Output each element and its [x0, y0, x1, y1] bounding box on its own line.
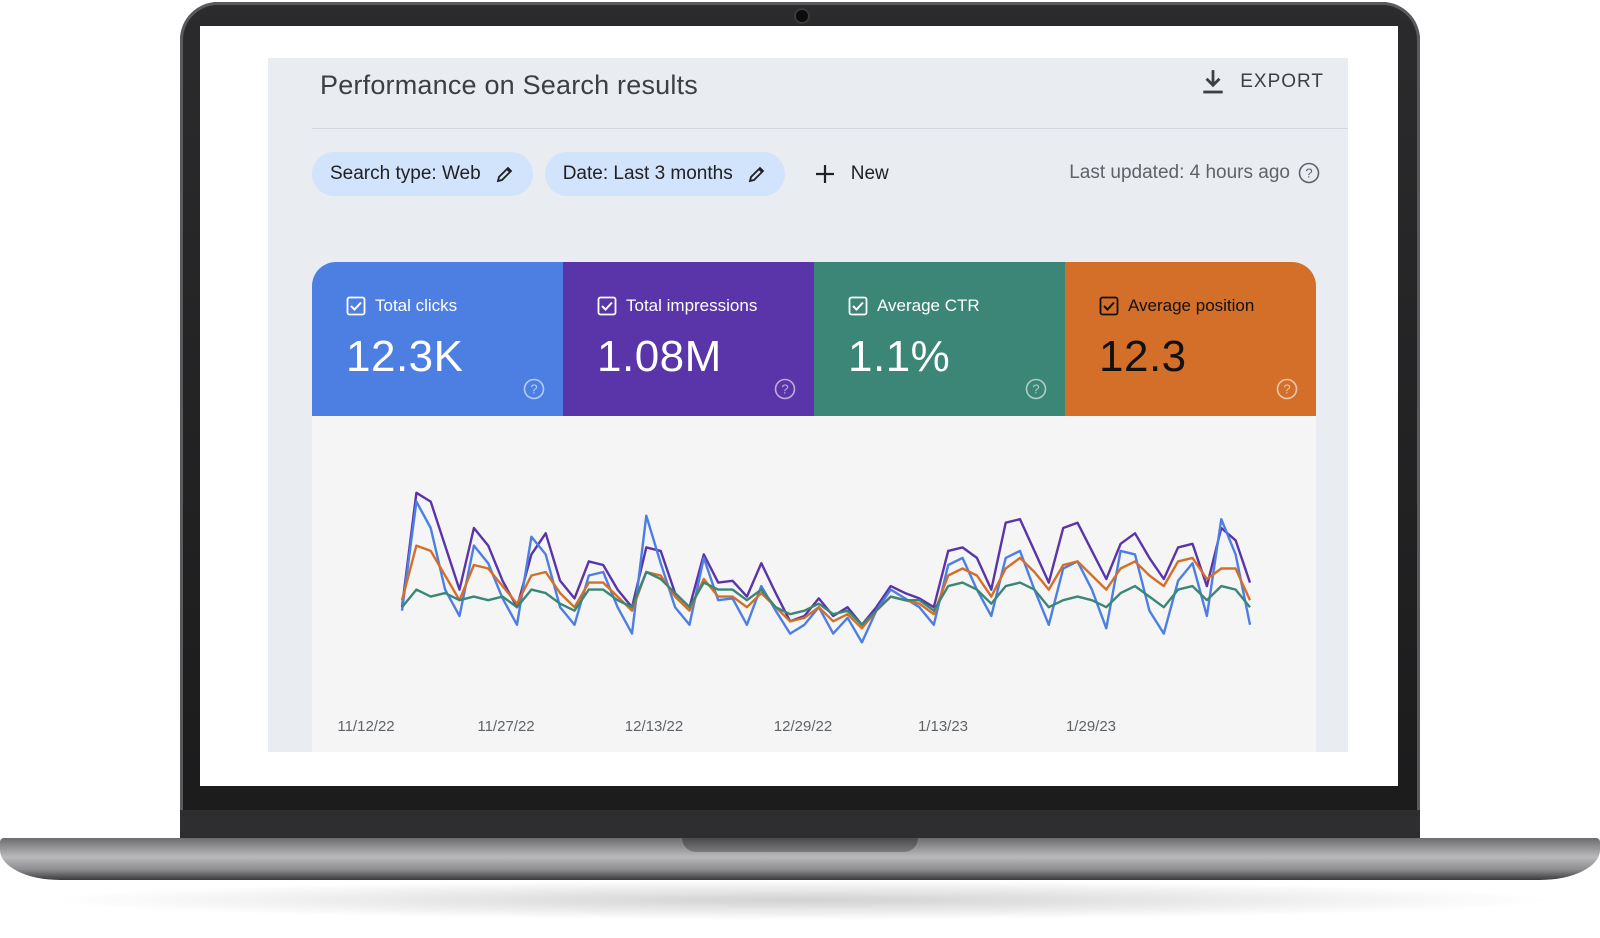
laptop-hinge [180, 810, 1420, 840]
search-type-chip[interactable]: Search type: Web [312, 152, 533, 196]
checkbox-checked-icon[interactable] [848, 296, 868, 316]
series-line-1 [400, 500, 1252, 644]
svg-text:?: ? [1305, 166, 1312, 181]
metric-cards: Total clicks 12.3K ? Total impressions 1… [312, 262, 1316, 416]
svg-text:?: ? [1283, 382, 1290, 397]
laptop-shadow [40, 880, 1560, 920]
checkbox-checked-icon[interactable] [1099, 296, 1119, 316]
svg-text:?: ? [530, 382, 537, 397]
series-line-0 [400, 491, 1252, 627]
x-tick-label: 1/29/23 [1066, 718, 1116, 735]
edit-pencil-icon [496, 166, 512, 183]
x-tick-label: 11/12/22 [337, 718, 394, 735]
performance-chart: 11/12/22 11/27/22 12/13/22 12/29/22 1/13/23 1… [312, 416, 1316, 752]
help-icon[interactable]: ? [1298, 162, 1320, 184]
search-type-label: Search type: Web [330, 163, 481, 184]
metric-card-total-clicks[interactable]: Total clicks 12.3K ? [312, 262, 563, 416]
series-line-2 [400, 544, 1252, 630]
edit-pencil-icon [748, 166, 765, 183]
metric-value: 1.1% [848, 332, 951, 381]
x-tick-label: 12/13/22 [625, 718, 683, 735]
help-icon[interactable]: ? [523, 378, 545, 400]
svg-text:?: ? [1032, 382, 1039, 397]
svg-text:?: ? [781, 382, 788, 397]
x-tick-label: 12/29/22 [774, 718, 832, 735]
checkbox-checked-icon[interactable] [597, 296, 617, 316]
metric-card-average-ctr[interactable]: Average CTR 1.1% ? [814, 262, 1065, 416]
download-icon [1203, 70, 1223, 94]
checkbox-checked-icon[interactable] [346, 296, 366, 316]
help-icon[interactable]: ? [1276, 378, 1298, 400]
metric-value: 12.3 [1099, 332, 1187, 381]
new-filter-label: New [850, 163, 889, 184]
metric-card-average-position[interactable]: Average position 12.3 ? [1065, 262, 1316, 416]
metric-label: Average position [1128, 296, 1255, 315]
date-range-chip[interactable]: Date: Last 3 months [544, 152, 785, 196]
series-line-3 [401, 570, 1251, 627]
header-divider [312, 128, 1348, 129]
help-icon[interactable]: ? [1025, 378, 1047, 400]
laptop-screen: Performance on Search results EXPORT Sea… [200, 26, 1398, 786]
filter-bar: Search type: Web Date: Last 3 months New [312, 152, 889, 196]
last-updated-text: Last updated: 4 hours ago [1069, 162, 1290, 183]
export-button[interactable]: EXPORT [1200, 68, 1324, 96]
export-label: EXPORT [1240, 71, 1324, 92]
metric-card-total-impressions[interactable]: Total impressions 1.08M ? [563, 262, 814, 416]
metric-label: Total impressions [626, 296, 758, 315]
plus-icon [815, 165, 834, 183]
laptop-notch [682, 838, 918, 852]
metric-label: Total clicks [375, 296, 458, 315]
help-icon[interactable]: ? [774, 378, 796, 400]
metric-label: Average CTR [877, 296, 980, 315]
x-tick-label: 1/13/23 [918, 718, 968, 735]
last-updated-status: Last updated: 4 hours ago ? [1069, 162, 1320, 184]
metric-value: 12.3K [346, 332, 464, 381]
page-title: Performance on Search results [320, 70, 698, 100]
metric-value: 1.08M [597, 332, 722, 381]
camera-icon [794, 8, 810, 24]
performance-panel: Performance on Search results EXPORT Sea… [268, 58, 1348, 752]
x-tick-label: 11/27/22 [477, 718, 534, 735]
line-chart: 11/12/22 11/27/22 12/13/22 12/29/22 1/13/23 1… [337, 491, 1252, 735]
new-filter-button[interactable]: New [813, 162, 889, 186]
date-range-label: Date: Last 3 months [562, 163, 733, 184]
